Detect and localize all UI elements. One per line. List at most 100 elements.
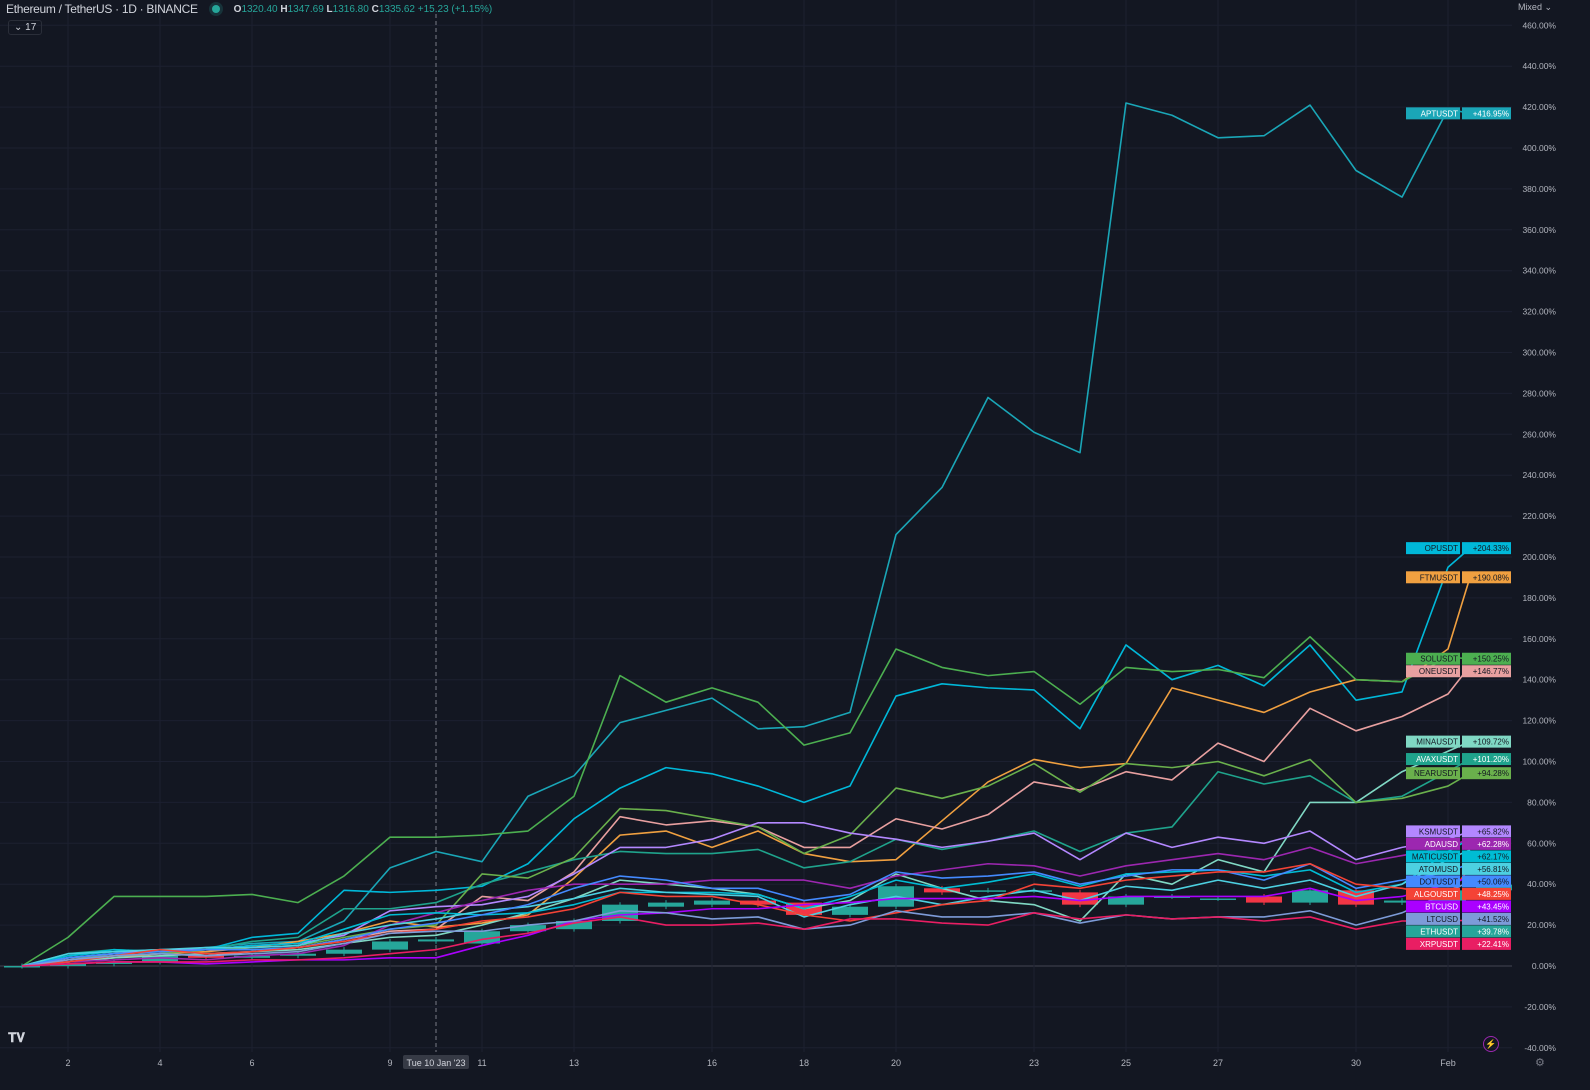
y-tick-label: 380.00% xyxy=(1522,184,1556,194)
y-tick-label: 400.00% xyxy=(1522,143,1556,153)
series-value-label: +56.81% xyxy=(1477,865,1509,874)
series-value-tag xyxy=(1462,665,1511,678)
series-value-label: +62.28% xyxy=(1477,840,1509,849)
candle-body xyxy=(142,955,178,962)
series-value-tag xyxy=(1462,825,1511,838)
series-value-label: +109.72% xyxy=(1473,738,1509,747)
y-tick-label: 440.00% xyxy=(1522,61,1556,71)
y-tick-label: 360.00% xyxy=(1522,225,1556,235)
y-tick-label: 180.00% xyxy=(1522,593,1556,603)
series-line-algousdt xyxy=(21,862,1471,967)
candle-body xyxy=(1108,896,1144,905)
indicators-collapse-button[interactable]: ⌄ 17 xyxy=(8,20,43,35)
series-value-tag xyxy=(1462,862,1511,875)
symbol-title[interactable]: Ethereum / TetherUS · 1D · BINANCE xyxy=(6,2,198,16)
crosshair-date-label: Tue 10 Jan '23 xyxy=(407,1058,466,1068)
series-value-tag xyxy=(1462,735,1511,748)
series-name-label: ADAUSD xyxy=(1425,840,1459,849)
series-value-tag xyxy=(1462,875,1511,888)
series-value-label: +48.25% xyxy=(1477,890,1509,899)
lightning-icon[interactable]: ⚡ xyxy=(1483,1036,1499,1052)
series-name-tag xyxy=(1406,900,1460,913)
tradingview-logo[interactable]: 𝐓𝐕 xyxy=(8,1030,25,1045)
candle-body xyxy=(372,941,408,950)
series-name-tag xyxy=(1406,767,1460,780)
series-name-label: ETHUSDT xyxy=(1420,927,1458,936)
candle-body xyxy=(924,888,960,893)
y-tick-label: 340.00% xyxy=(1522,266,1556,276)
y-tick-label: 0.00% xyxy=(1532,961,1557,971)
scale-mode-label: Mixed xyxy=(1517,2,1542,12)
candle-body xyxy=(96,961,132,964)
series-value-tag xyxy=(1462,900,1511,913)
candle-body xyxy=(1200,898,1236,901)
scale-mode-button[interactable]: Mixed ⌄ xyxy=(1517,2,1552,12)
x-tick-label: 16 xyxy=(707,1058,717,1068)
y-tick-label: 120.00% xyxy=(1522,716,1556,726)
series-name-label: BTCUSD xyxy=(1425,902,1458,911)
series-line-oneusdt xyxy=(21,665,1471,967)
series-name-label: ALGOUSDT xyxy=(1414,890,1458,899)
series-name-label: KSMUSDT xyxy=(1419,827,1458,836)
x-tick-label: 23 xyxy=(1029,1058,1039,1068)
series-line-adausd xyxy=(21,837,1471,967)
market-status-icon xyxy=(211,5,220,13)
series-name-label: XRPUSDT xyxy=(1420,940,1458,949)
x-tick-label: 9 xyxy=(387,1058,392,1068)
y-tick-label: 260.00% xyxy=(1522,429,1556,439)
series-name-label: ATOMUSD xyxy=(1419,865,1458,874)
candle-body xyxy=(1292,890,1328,903)
series-value-label: +43.45% xyxy=(1477,902,1509,911)
series-line-maticusdt xyxy=(21,838,1471,967)
series-value-label: +150.25% xyxy=(1473,655,1509,664)
candle-body xyxy=(4,966,40,968)
y-tick-label: 80.00% xyxy=(1527,797,1556,807)
series-value-label: +101.20% xyxy=(1473,755,1509,764)
y-tick-label: 320.00% xyxy=(1522,307,1556,317)
series-name-label: FTMUSDT xyxy=(1420,573,1458,582)
x-tick-label: 25 xyxy=(1121,1058,1131,1068)
series-value-tag xyxy=(1462,542,1511,555)
series-value-label: +39.78% xyxy=(1477,927,1509,936)
y-tick-label: 60.00% xyxy=(1527,838,1556,848)
series-name-label: LTCUSD xyxy=(1427,915,1459,924)
candle-body xyxy=(464,931,500,944)
series-value-tag xyxy=(1462,912,1511,925)
candle-body xyxy=(740,900,776,905)
open-label: O xyxy=(233,3,242,15)
candle-body xyxy=(510,925,546,932)
x-tick-label: 11 xyxy=(477,1058,486,1068)
series-value-tag xyxy=(1462,767,1511,780)
y-tick-label: 420.00% xyxy=(1522,102,1556,112)
candle-body xyxy=(1476,884,1512,891)
crosshair-date-box xyxy=(403,1055,469,1069)
series-name-tag xyxy=(1406,753,1460,766)
series-value-label: +50.06% xyxy=(1477,877,1509,886)
series-line-btcusd xyxy=(21,876,1471,967)
settings-gear-icon[interactable]: ⚙ xyxy=(1535,1057,1545,1069)
series-name-tag xyxy=(1406,887,1460,900)
series-line-minausdt xyxy=(21,740,1471,967)
series-name-tag xyxy=(1406,825,1460,838)
series-value-tag xyxy=(1462,753,1511,766)
series-name-tag xyxy=(1406,665,1460,678)
candle-body xyxy=(188,955,224,958)
x-tick-label: 27 xyxy=(1213,1058,1223,1068)
candle-body xyxy=(694,900,730,905)
ohlc-values: O1320.40 H1347.69 L1316.80 C1335.62 +15.… xyxy=(234,4,493,15)
candle-body xyxy=(556,921,592,930)
y-tick-label: 20.00% xyxy=(1527,920,1556,930)
series-name-tag xyxy=(1406,107,1460,120)
y-tick-label: 140.00% xyxy=(1522,675,1556,685)
x-tick-label: 30 xyxy=(1351,1058,1361,1068)
series-value-label: +62.17% xyxy=(1477,852,1509,861)
high-label: H xyxy=(280,3,288,15)
series-name-tag xyxy=(1406,912,1460,925)
series-line-aptusdt xyxy=(21,102,1471,967)
series-name-label: ONEUSDT xyxy=(1419,667,1458,676)
x-tick-label: 20 xyxy=(891,1058,901,1068)
candle-body xyxy=(418,939,454,942)
series-line-ltcusd xyxy=(21,880,1471,967)
x-tick-label: 6 xyxy=(249,1058,254,1068)
